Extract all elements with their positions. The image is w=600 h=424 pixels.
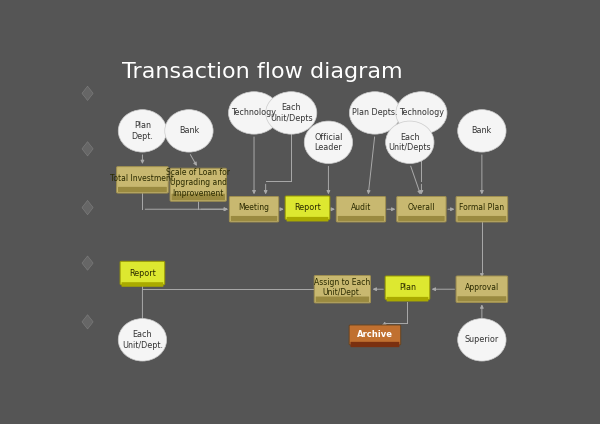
FancyBboxPatch shape: [338, 216, 384, 221]
FancyBboxPatch shape: [456, 196, 508, 222]
FancyBboxPatch shape: [457, 216, 506, 221]
Ellipse shape: [118, 318, 167, 361]
Text: Technology: Technology: [399, 109, 444, 117]
FancyBboxPatch shape: [231, 216, 277, 221]
FancyBboxPatch shape: [386, 297, 428, 301]
Text: Plan: Plan: [399, 284, 416, 293]
FancyBboxPatch shape: [349, 325, 401, 345]
FancyBboxPatch shape: [316, 296, 369, 302]
FancyBboxPatch shape: [287, 217, 328, 221]
Text: Meeting: Meeting: [239, 204, 269, 212]
FancyBboxPatch shape: [285, 196, 330, 220]
Ellipse shape: [118, 110, 167, 152]
Text: Plan
Dept.: Plan Dept.: [131, 121, 154, 141]
Ellipse shape: [229, 92, 280, 134]
Ellipse shape: [386, 121, 434, 164]
Text: Approval: Approval: [465, 283, 499, 292]
Ellipse shape: [266, 92, 317, 134]
Text: Report: Report: [294, 204, 321, 212]
Text: Archive: Archive: [357, 330, 393, 339]
Polygon shape: [82, 315, 93, 329]
Text: Plan Depts.: Plan Depts.: [352, 109, 398, 117]
Text: Official
Leader: Official Leader: [314, 133, 343, 152]
FancyBboxPatch shape: [337, 196, 386, 222]
FancyBboxPatch shape: [397, 196, 446, 222]
Text: Bank: Bank: [179, 126, 199, 135]
FancyBboxPatch shape: [385, 276, 430, 299]
FancyBboxPatch shape: [116, 167, 168, 193]
Ellipse shape: [304, 121, 353, 164]
FancyBboxPatch shape: [229, 196, 278, 222]
Ellipse shape: [396, 92, 447, 134]
Polygon shape: [82, 201, 93, 215]
Text: Scale of Loan for
Upgrading and
Improvement: Scale of Loan for Upgrading and Improvem…: [166, 168, 230, 198]
Text: Each
Unit/Dept.: Each Unit/Dept.: [122, 330, 163, 349]
FancyBboxPatch shape: [456, 276, 508, 302]
Text: Formal Plan: Formal Plan: [460, 204, 505, 212]
FancyBboxPatch shape: [118, 187, 167, 192]
Polygon shape: [82, 142, 93, 156]
Text: Each
Unit/Depts: Each Unit/Depts: [270, 103, 313, 123]
FancyBboxPatch shape: [170, 168, 226, 201]
Polygon shape: [82, 256, 93, 270]
Polygon shape: [82, 86, 93, 100]
Text: Audit: Audit: [351, 204, 371, 212]
FancyBboxPatch shape: [350, 342, 400, 347]
Text: Each
Unit/Depts: Each Unit/Depts: [388, 133, 431, 152]
Ellipse shape: [165, 110, 213, 152]
Text: Bank: Bank: [472, 126, 492, 135]
Text: Technology: Technology: [232, 109, 277, 117]
Ellipse shape: [349, 92, 401, 134]
Text: Report: Report: [129, 269, 156, 278]
FancyBboxPatch shape: [457, 296, 506, 301]
Text: Superior: Superior: [465, 335, 499, 344]
FancyBboxPatch shape: [120, 261, 165, 285]
Text: Total Investment: Total Investment: [110, 174, 175, 183]
Text: Transaction flow diagram: Transaction flow diagram: [121, 62, 402, 82]
FancyBboxPatch shape: [172, 194, 225, 200]
Ellipse shape: [458, 110, 506, 152]
FancyBboxPatch shape: [398, 216, 445, 221]
Text: Overall: Overall: [407, 204, 435, 212]
FancyBboxPatch shape: [314, 276, 371, 303]
Ellipse shape: [458, 318, 506, 361]
Text: Assign to Each
Unit/Dept.: Assign to Each Unit/Dept.: [314, 278, 371, 297]
FancyBboxPatch shape: [121, 282, 163, 287]
